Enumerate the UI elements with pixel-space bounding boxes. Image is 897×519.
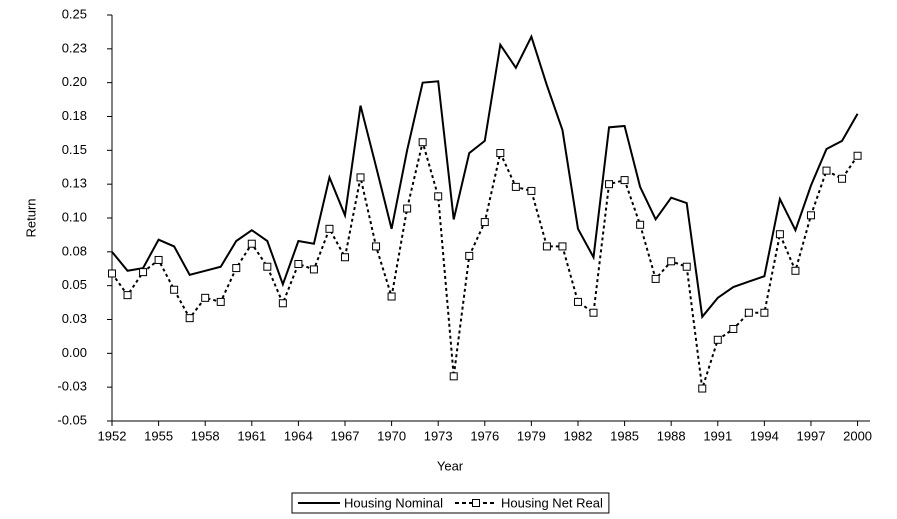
x-tick-label: 1982	[564, 428, 593, 443]
point-marker	[620, 176, 629, 185]
point-marker	[589, 308, 598, 317]
y-tick-label: -0.03	[57, 379, 87, 394]
point-marker	[558, 242, 567, 251]
point-marker	[698, 384, 707, 393]
point-marker	[682, 262, 691, 271]
legend: Housing Nominal Housing Net Real	[291, 492, 610, 514]
point-marker	[340, 253, 349, 262]
point-marker	[573, 297, 582, 306]
series-line	[111, 34, 859, 320]
point-marker	[123, 291, 132, 300]
point-marker	[294, 260, 303, 269]
point-marker	[418, 138, 427, 147]
point-marker	[853, 151, 862, 160]
point-marker	[263, 262, 272, 271]
y-tick-label: 0.18	[62, 108, 87, 123]
point-marker	[139, 268, 148, 277]
y-tick-label: -0.05	[57, 412, 87, 427]
point-marker	[387, 292, 396, 301]
point-marker	[108, 269, 116, 278]
point-marker	[636, 220, 645, 229]
x-tick-label: 1952	[98, 428, 127, 443]
point-marker	[403, 204, 412, 213]
point-marker	[356, 173, 365, 182]
x-tick-label: 1961	[237, 428, 266, 443]
point-marker	[713, 335, 722, 344]
y-tick-label: 0.20	[62, 74, 87, 89]
y-tick-label: 0.15	[62, 142, 87, 157]
point-marker	[465, 251, 474, 260]
x-tick-label: 1970	[377, 428, 406, 443]
point-marker	[651, 274, 660, 283]
point-marker	[511, 182, 520, 191]
point-marker	[542, 242, 551, 251]
legend-box	[291, 492, 610, 514]
point-marker	[449, 372, 458, 381]
x-tick-label: 1955	[144, 428, 173, 443]
point-marker	[527, 186, 536, 195]
x-tick-label: 1958	[191, 428, 220, 443]
point-marker	[170, 285, 179, 294]
point-marker	[838, 174, 847, 183]
point-marker	[201, 293, 210, 302]
y-axis-title: Return	[23, 198, 38, 237]
point-marker	[185, 314, 194, 323]
y-tick-label: 0.13	[62, 176, 87, 191]
y-tick-label: 0.03	[62, 311, 87, 326]
x-tick-label: 1964	[284, 428, 313, 443]
x-axis-title: Year	[437, 458, 464, 473]
y-tick-label: 0.05	[62, 277, 87, 292]
point-marker	[232, 264, 241, 273]
x-tick-label: 1988	[657, 428, 686, 443]
y-tick-label: 0.00	[62, 345, 87, 360]
point-marker	[760, 308, 769, 317]
series-line	[111, 138, 859, 389]
point-marker	[496, 149, 505, 158]
x-tick-label: 2000	[843, 428, 872, 443]
x-tick-label: 1976	[470, 428, 499, 443]
x-tick-label: 1994	[750, 428, 779, 443]
point-marker	[372, 242, 381, 251]
y-tick-label: 0.23	[62, 40, 87, 55]
point-marker	[822, 166, 831, 175]
x-tick-label: 1991	[703, 428, 732, 443]
point-marker	[216, 297, 225, 306]
point-marker	[278, 299, 287, 308]
point-marker	[480, 218, 489, 227]
legend-label: Housing Nominal	[344, 495, 443, 510]
point-marker	[791, 266, 800, 275]
x-tick-label: 1973	[424, 428, 453, 443]
point-marker	[325, 224, 334, 233]
x-tick-label: 1985	[610, 428, 639, 443]
x-tick-label: 1997	[797, 428, 826, 443]
x-tick-label: 1967	[331, 428, 360, 443]
point-marker	[247, 239, 256, 248]
point-marker	[806, 211, 815, 220]
point-marker	[605, 180, 614, 189]
y-tick-label: 0.25	[62, 6, 87, 21]
y-tick-label: 0.10	[62, 209, 87, 224]
legend-marker	[472, 499, 480, 507]
y-tick-label: 0.08	[62, 243, 87, 258]
point-marker	[309, 265, 318, 274]
point-marker	[434, 192, 443, 201]
legend-label: Housing Net Real	[501, 495, 603, 510]
x-tick-label: 1979	[517, 428, 546, 443]
point-marker	[729, 324, 738, 333]
point-marker	[667, 257, 676, 266]
point-marker	[154, 255, 163, 264]
point-marker	[744, 308, 753, 317]
point-marker	[775, 230, 784, 239]
